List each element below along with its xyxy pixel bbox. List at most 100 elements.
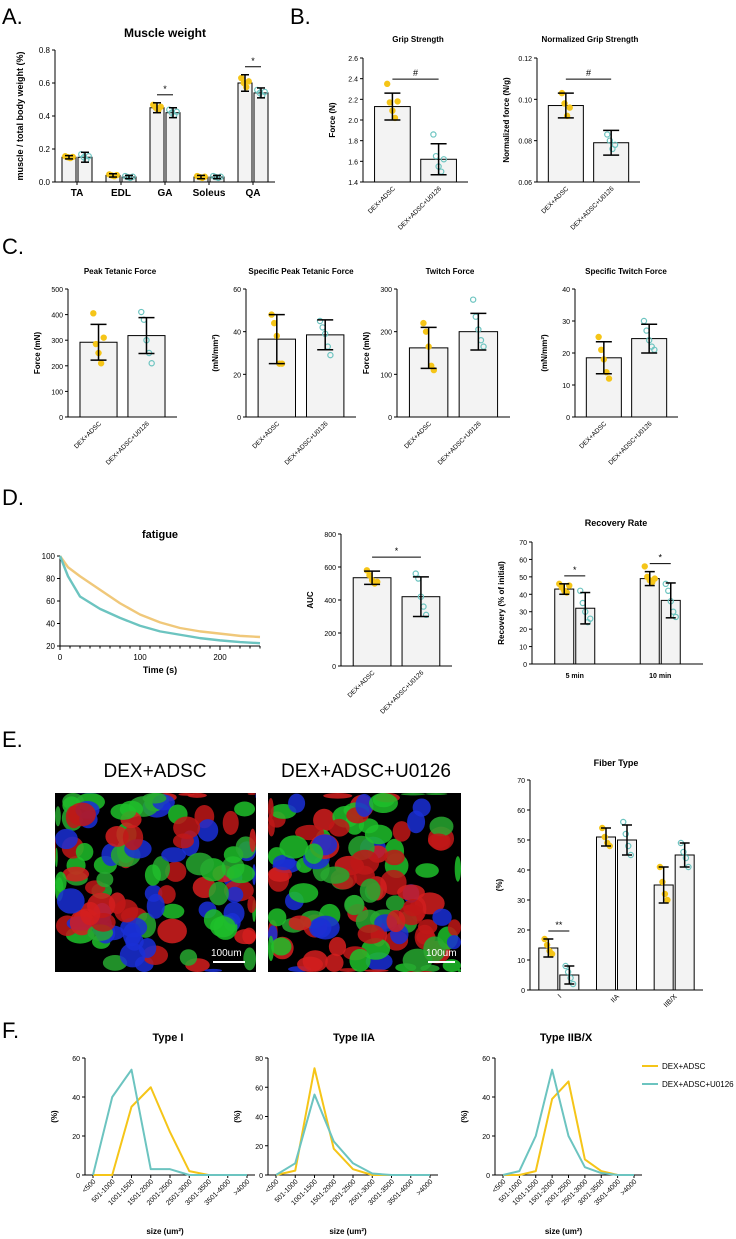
fiber-cell: [247, 896, 256, 913]
y-tick-label: 1.8: [348, 139, 358, 146]
y-tick-label: 100: [42, 552, 56, 561]
x-tick-label: TA: [71, 188, 84, 199]
chart-title: Type I: [153, 1032, 184, 1044]
micrograph-cells: [55, 793, 256, 973]
y-tick-label: 0.12: [518, 56, 532, 63]
data-point: [261, 88, 268, 96]
fiber-cell: [249, 828, 256, 853]
data-point: [480, 343, 487, 350]
data-point: [611, 141, 619, 148]
fiber-cell: [403, 898, 423, 917]
fiber-cell: [383, 849, 405, 866]
fiber-cell: [425, 793, 448, 796]
y-tick-label: 60: [255, 1085, 263, 1092]
chart-title: Fiber Type: [594, 758, 639, 768]
y-tick-label: 20: [519, 627, 527, 634]
fiber-cell: [320, 866, 350, 884]
y-tick-label: 60: [72, 1056, 80, 1063]
y-axis-label: Force (mN): [362, 332, 371, 375]
fiber-cell: [55, 828, 78, 850]
fiber-cell: [178, 793, 195, 796]
y-tick-label: 200: [380, 330, 392, 337]
chart-title: Normalized Grip Strength: [542, 35, 639, 44]
y-tick-label: 50: [517, 838, 525, 845]
panel-label-b: B.: [290, 4, 311, 29]
fiber-cell: [247, 793, 256, 795]
data-point: [430, 131, 437, 138]
y-tick-label: 20: [562, 351, 570, 358]
y-axis-label: Normalized force (N/g): [502, 77, 511, 163]
x-tick-label: DEX+ADSC: [403, 420, 433, 450]
y-tick-label: 60: [46, 597, 55, 606]
scale-bar-label: 100um: [211, 948, 242, 959]
chart-c2: 0 20 40 60 Specific Peak Tetanic Force (mN/mm…: [211, 267, 356, 467]
fiber-cell: [55, 837, 56, 862]
fiber-cell: [288, 915, 312, 931]
y-tick-label: 60: [517, 808, 525, 815]
chart-e: 0 10 20 30 40 50 60 70 Fiber Type (%) I IIA IIB/X **: [495, 758, 703, 1009]
fiber-cell: [268, 908, 287, 927]
y-tick-label: 100: [380, 372, 392, 379]
y-tick-label: 20: [233, 372, 241, 379]
panel-label-d: D.: [2, 485, 24, 510]
fiber-cell: [268, 866, 292, 882]
y-tick-label: 0.08: [518, 139, 532, 146]
chart-title: fatigue: [142, 529, 178, 541]
fiber-cell: [272, 854, 296, 871]
y-tick-label: 0.6: [39, 79, 51, 88]
data-point: [595, 333, 602, 341]
fiber-cell: [122, 922, 142, 947]
y-axis-label: (%): [460, 1110, 469, 1123]
x-tick-label: IIB/X: [663, 993, 679, 1009]
fiber-cell: [179, 949, 198, 966]
micrograph-1: DEX+ADSC 100um: [55, 761, 256, 973]
x-tick-label: DEX+ADSC+U0126: [105, 420, 151, 466]
data-point: [598, 346, 605, 353]
data-point: [651, 575, 658, 582]
chart-d1: 20 40 60 80 100 fatigue 0 100 200 Time (s): [42, 529, 261, 675]
bar: [596, 836, 616, 991]
fiber-cell: [385, 895, 405, 912]
fiber-cell: [75, 842, 94, 861]
series-line: [58, 555, 261, 645]
fiber-cell: [234, 801, 256, 817]
x-tick-label: Soleus: [193, 188, 226, 199]
y-tick-label: 80: [255, 1056, 263, 1063]
y-tick-label: 0: [523, 662, 527, 669]
fiber-cell: [105, 826, 129, 847]
x-tick-label: 5 min: [566, 673, 584, 680]
y-tick-label: 400: [324, 598, 336, 605]
y-tick-label: 2.0: [348, 118, 358, 125]
chart-title: Type IIB/X: [540, 1032, 593, 1044]
chart-title: Grip Strength: [392, 35, 444, 44]
data-point: [680, 848, 687, 856]
chart-d3: 0 10 20 30 40 50 60 70 Recovery Rate Recovery (% …: [497, 518, 703, 680]
fiber-cell: [243, 947, 256, 971]
data-point: [148, 360, 155, 367]
fiber-cell: [359, 878, 381, 903]
y-tick-label: 200: [51, 364, 63, 371]
fiber-cell: [328, 818, 350, 837]
fiber-cell: [279, 835, 309, 859]
x-axis-label: size (um²): [545, 1227, 583, 1236]
fiber-cell: [268, 935, 274, 962]
data-point: [238, 74, 245, 82]
x-tick-label: DEX+ADSC: [540, 185, 570, 215]
fiber-cell: [357, 924, 385, 944]
y-tick-label: 40: [233, 330, 241, 337]
y-tick-label: 0: [521, 988, 525, 995]
data-point: [641, 563, 648, 570]
y-tick-label: 300: [51, 338, 63, 345]
fiber-cell: [226, 886, 244, 903]
fiber-cell: [173, 816, 201, 840]
micrograph-title: DEX+ADSC: [104, 761, 207, 782]
chart-d2: 0 200 400 600 800 AUC DEX+ADSC DEX+ADSC+U0126 *: [306, 532, 452, 716]
data-point: [622, 830, 629, 838]
fiber-cell: [302, 950, 328, 972]
y-tick-label: 1.6: [348, 159, 358, 166]
y-tick-label: 0.4: [39, 112, 51, 121]
y-tick-label: 0: [237, 415, 241, 422]
y-tick-label: 30: [517, 898, 525, 905]
fiber-cell: [142, 793, 167, 804]
data-point: [420, 319, 427, 327]
